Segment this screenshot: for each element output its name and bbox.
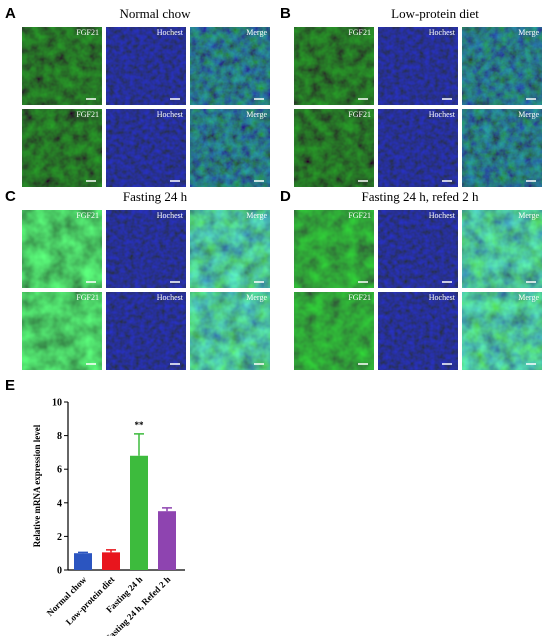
channel-label: Merge [246,293,267,302]
micrograph [294,27,374,105]
micrograph [106,292,186,370]
channel-label: FGF21 [348,293,371,302]
error-bar [106,549,116,553]
micrograph [462,210,542,288]
error-bar [162,507,172,512]
micrograph [22,27,102,105]
channel-label: Merge [518,293,539,302]
y-tick-label: 2 [57,532,62,543]
significance: ** [135,420,145,430]
channel-label: Merge [246,211,267,220]
panel-letter: A [5,5,16,22]
bar [74,553,92,570]
micrograph [378,27,458,105]
channel-label: Hochest [429,110,456,119]
channel-label: FGF21 [348,110,371,119]
channel-label: FGF21 [76,110,99,119]
bar [102,552,120,570]
panel-letter: D [280,188,291,205]
channel-label: FGF21 [348,211,371,220]
micrograph [190,109,270,187]
micrograph [294,109,374,187]
micrograph [294,292,374,370]
x-tick-label: Low-protein diet [64,574,117,627]
micrograph [462,292,542,370]
channel-label: Hochest [157,293,184,302]
micrograph [378,109,458,187]
y-axis-title: Relative mRNA expression level [32,424,42,547]
micrograph [22,292,102,370]
micrograph [378,292,458,370]
panel-title: Fasting 24 h, refed 2 h [362,189,479,204]
channel-label: Hochest [157,110,184,119]
channel-label: Merge [246,110,267,119]
y-tick-label: 4 [57,498,62,509]
micrograph [106,109,186,187]
y-tick-label: 0 [57,566,62,577]
channel-label: FGF21 [348,28,371,37]
channel-label: FGF21 [76,293,99,302]
micrograph [294,210,374,288]
micrograph [462,27,542,105]
panel-title: Fasting 24 h [123,189,188,204]
panel-title: Normal chow [119,6,191,21]
channel-label: Merge [246,28,267,37]
y-tick-label: 8 [57,431,62,442]
micrograph [462,109,542,187]
channel-label: Hochest [429,28,456,37]
error-bar [134,433,144,456]
micrograph [106,27,186,105]
panel-letter: C [5,188,16,205]
error-bar [78,551,88,554]
micrograph [190,27,270,105]
channel-label: Merge [518,28,539,37]
micrograph [22,109,102,187]
channel-label: FGF21 [76,211,99,220]
channel-label: Hochest [157,211,184,220]
y-tick-label: 10 [52,398,62,409]
channel-label: FGF21 [76,28,99,37]
micrograph [190,210,270,288]
bar [130,455,148,570]
channel-label: Hochest [429,211,456,220]
panel-title: Low-protein diet [391,6,479,21]
y-tick-label: 6 [57,465,62,476]
panel-letter: E [5,377,15,394]
channel-label: Merge [518,211,539,220]
micrograph [190,292,270,370]
channel-label: Hochest [429,293,456,302]
bar [158,511,176,570]
channel-label: Hochest [157,28,184,37]
panel-letter: B [280,5,291,22]
micrograph [22,210,102,288]
micrograph [378,210,458,288]
micrograph [106,210,186,288]
channel-label: Merge [518,110,539,119]
